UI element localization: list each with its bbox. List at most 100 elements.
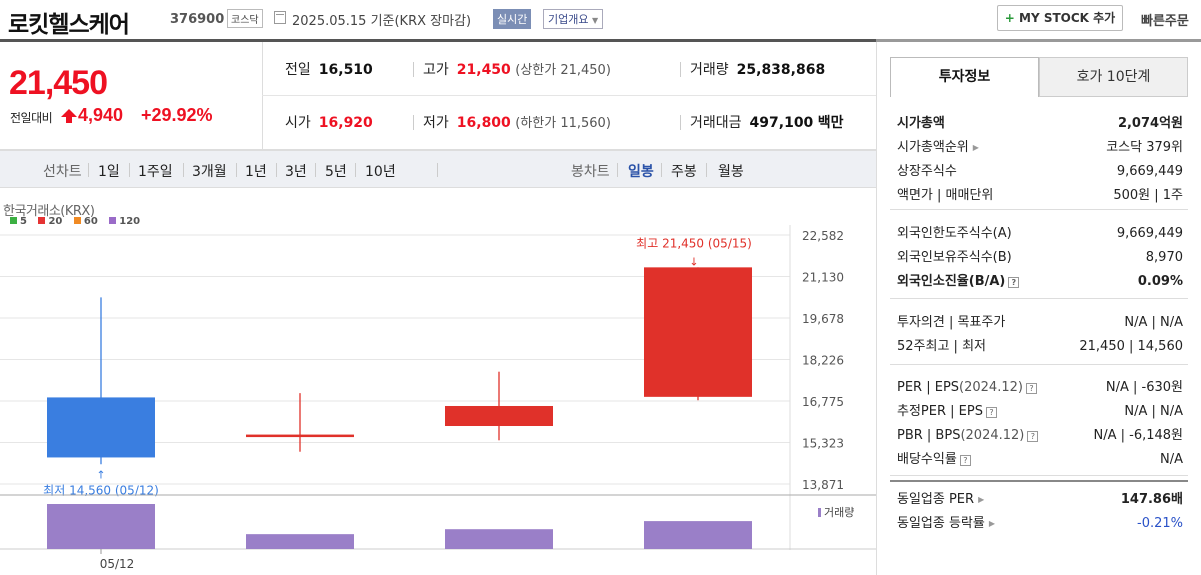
help-icon[interactable]: ? xyxy=(959,455,971,466)
price-summary: 21,450 전일대비 4,940 +29.92% 전일 16,510 고가 21,… xyxy=(0,42,876,150)
market-badge: 코스닥 xyxy=(227,9,263,28)
y-tick-label: 13,871 xyxy=(802,478,844,492)
info-row: 외국인소진율(B/A)? 0.09% xyxy=(897,272,1183,292)
tab-daily[interactable]: 일봉 xyxy=(628,164,654,180)
tab-order-book[interactable]: 호가 10단계 xyxy=(1039,57,1188,97)
change-value: 4,940 xyxy=(78,105,124,125)
info-row[interactable]: 동일업종 PER ▶ 147.86배 xyxy=(897,490,1183,510)
low-value: 16,800 xyxy=(456,115,511,131)
tab-3y[interactable]: 3년 xyxy=(285,164,307,180)
help-icon[interactable]: ? xyxy=(985,407,997,418)
y-tick-label: 19,678 xyxy=(802,312,844,326)
realtime-button[interactable]: 실시간 xyxy=(493,9,532,29)
add-my-stock-button[interactable]: + MY STOCK 추가 xyxy=(997,5,1123,31)
legend-item-ma20: 20 xyxy=(38,216,62,227)
info-key: PBR | BPS(2024.12)? xyxy=(897,426,1039,446)
change-percent: +29.92% xyxy=(141,105,213,125)
tab-weekly[interactable]: 주봉 xyxy=(671,164,697,180)
stock-code: 376900 xyxy=(170,12,225,27)
legend-item-ma60: 60 xyxy=(73,216,98,227)
header-divider-right xyxy=(876,39,1201,42)
low-annotation: 최저 14,560 (05/12) xyxy=(43,483,159,497)
info-key-label: 추정PER | EPS xyxy=(897,404,983,419)
info-key-label: 투자의견 | 목표주가 xyxy=(897,315,1006,330)
high-label: 고가 xyxy=(423,62,449,78)
candle-body xyxy=(644,267,752,397)
tab-investment-info[interactable]: 투자정보 xyxy=(890,57,1039,97)
change-label: 전일대비 xyxy=(10,111,53,125)
info-key: 외국인보유주식수(B) xyxy=(897,248,1012,268)
info-value: 9,669,449 xyxy=(1116,226,1183,241)
info-row: 시가총액 2,074억원 xyxy=(897,114,1183,134)
volume-bar xyxy=(445,529,553,549)
help-icon[interactable]: ? xyxy=(1025,383,1037,394)
info-value: N/A | -6,148원 xyxy=(1093,428,1183,443)
prev-value: 16,510 xyxy=(318,62,373,78)
info-value: 9,669,449 xyxy=(1116,164,1183,179)
candle-body xyxy=(445,405,553,427)
info-row[interactable]: 시가총액순위 ▶ 코스닥 379위 xyxy=(897,138,1183,158)
line-chart-label: 선차트 xyxy=(43,164,82,180)
separator xyxy=(437,163,438,177)
info-key-label: 동일업종 등락률 xyxy=(897,516,985,531)
info-row: PBR | BPS(2024.12)? N/A | -6,148원 xyxy=(897,426,1183,446)
help-icon[interactable]: ? xyxy=(1027,431,1039,442)
chart-canvas: 22,582 21,130 19,678 18,226 16,775 15,323 13,8… xyxy=(0,225,876,571)
corp-overview-label: 기업개요 xyxy=(548,13,589,26)
info-key: PER | EPS(2024.12)? xyxy=(897,378,1037,398)
quick-order-link[interactable]: 빠른주문 xyxy=(1141,14,1189,29)
open-value: 16,920 xyxy=(318,115,373,131)
prev-label: 전일 xyxy=(285,62,311,78)
info-key-label: 동일업종 PER xyxy=(897,492,975,507)
info-value: N/A | N/A xyxy=(1124,404,1183,419)
info-key-label: PER | EPS xyxy=(897,380,960,395)
up-arrow-icon xyxy=(61,109,77,123)
info-row: PER | EPS(2024.12)? N/A | -630원 xyxy=(897,378,1183,398)
volume-legend-swatch xyxy=(818,508,821,517)
tab-1d[interactable]: 1일 xyxy=(98,164,120,180)
candle-body xyxy=(246,434,354,438)
prev-close: 전일 16,510 xyxy=(285,59,373,79)
info-key-label: PBR | BPS xyxy=(897,428,961,443)
info-row: 배당수익률? N/A xyxy=(897,450,1183,470)
info-row: 상장주식수 9,669,449 xyxy=(897,162,1183,182)
info-value: 2,074억원 xyxy=(1117,116,1183,131)
separator xyxy=(236,163,237,177)
info-key-period: (2024.12) xyxy=(960,428,1025,443)
info-value: N/A | -630원 xyxy=(1105,380,1183,395)
calendar-icon xyxy=(274,11,286,24)
separator xyxy=(706,163,707,177)
plus-icon: + xyxy=(1004,11,1015,25)
info-value: 8,970 xyxy=(1145,250,1183,265)
separator xyxy=(129,163,130,177)
chart-legend: 5 20 60 120 xyxy=(10,216,148,227)
candlestick-chart[interactable]: 한국거래소(KRX) 5 20 60 120 22,582 21,130 19,67… xyxy=(0,190,876,575)
section-divider-bold xyxy=(890,480,1188,482)
tab-5y[interactable]: 5년 xyxy=(325,164,347,180)
low-arrow-icon: ↑ xyxy=(96,468,105,481)
info-row: 투자의견 | 목표주가 N/A | N/A xyxy=(897,313,1183,333)
help-icon[interactable]: ? xyxy=(1008,277,1020,288)
info-key: 시가총액 xyxy=(897,114,945,134)
high-value: 21,450 xyxy=(456,62,511,78)
tab-3m[interactable]: 3개월 xyxy=(192,164,227,180)
caret-right-icon: ▶ xyxy=(978,495,985,504)
info-row: 추정PER | EPS? N/A | N/A xyxy=(897,402,1183,422)
x-tick-label: 05/12 xyxy=(100,557,135,571)
separator xyxy=(315,163,316,177)
separator xyxy=(413,115,414,130)
tab-monthly[interactable]: 월봉 xyxy=(718,164,744,180)
tab-1y[interactable]: 1년 xyxy=(245,164,267,180)
tab-10y[interactable]: 10년 xyxy=(365,164,396,180)
legend-swatch xyxy=(38,217,46,224)
info-value: N/A | N/A xyxy=(1124,315,1183,330)
tab-1w[interactable]: 1주일 xyxy=(138,164,173,180)
caret-right-icon: ▶ xyxy=(972,143,979,152)
high-arrow-icon: ↓ xyxy=(689,255,698,268)
add-my-stock-label: MY STOCK 추가 xyxy=(1019,11,1116,25)
corp-overview-dropdown[interactable]: 기업개요 ▼ xyxy=(543,9,604,29)
section-divider xyxy=(890,475,1188,476)
info-row[interactable]: 동일업종 등락률 ▶ -0.21% xyxy=(897,514,1183,534)
y-tick-label: 15,323 xyxy=(802,436,844,450)
volume-value: 25,838,868 xyxy=(736,62,826,78)
